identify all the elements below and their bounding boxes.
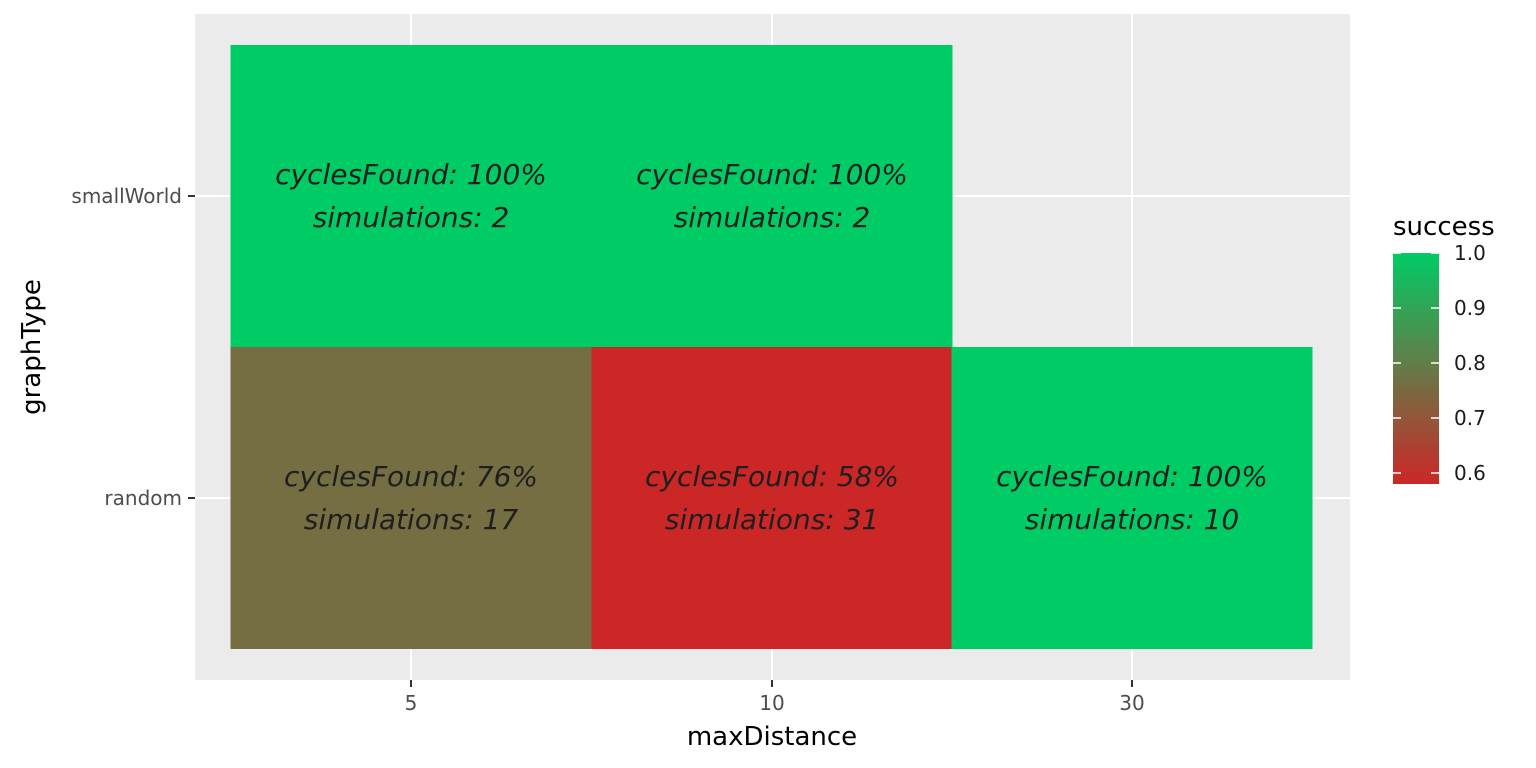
x-axis-title: maxDistance xyxy=(687,722,857,752)
legend-tick-label: 1.0 xyxy=(1454,241,1486,265)
y-axis-title: graphType xyxy=(17,279,47,415)
heatmap-cell-random-5 xyxy=(230,347,592,649)
legend-tick-label: 0.6 xyxy=(1454,461,1486,485)
cell-label-random-10: cyclesFound: 58% simulations: 31 xyxy=(645,460,899,536)
y-axis: random smallWorld xyxy=(71,184,195,510)
legend-tick-label: 0.8 xyxy=(1454,351,1486,375)
cell-label-line: simulations: 2 xyxy=(313,201,510,234)
legend-title: success xyxy=(1393,212,1495,242)
x-tick-label: 30 xyxy=(1119,691,1144,715)
cell-label-line: simulations: 31 xyxy=(665,503,880,536)
x-tick-label: 5 xyxy=(405,691,418,715)
cell-label-line: cyclesFound: 58% xyxy=(645,460,899,493)
cell-label-smallWorld-10: cyclesFound: 100% simulations: 2 xyxy=(636,158,908,234)
cell-label-line: simulations: 17 xyxy=(304,503,519,536)
cell-label-line: cyclesFound: 100% xyxy=(636,158,908,191)
heatmap-cell-smallWorld-10 xyxy=(591,45,953,347)
heatmap-cell-smallWorld-5 xyxy=(230,45,592,347)
heatmap-cell-random-30 xyxy=(951,347,1313,649)
cell-label-line: cyclesFound: 76% xyxy=(284,460,538,493)
x-axis: 5 10 30 xyxy=(405,680,1145,715)
x-tick-label: 10 xyxy=(759,691,784,715)
heatmap-cell-random-10 xyxy=(591,347,953,649)
heatmap-cells xyxy=(230,45,1313,649)
legend-colorbar xyxy=(1393,253,1439,484)
cell-label-smallWorld-5: cyclesFound: 100% simulations: 2 xyxy=(275,158,547,234)
y-tick-label: random xyxy=(104,486,182,510)
cell-label-line: cyclesFound: 100% xyxy=(275,158,547,191)
legend-tick-label: 0.9 xyxy=(1454,296,1486,320)
cell-label-line: simulations: 10 xyxy=(1025,503,1240,536)
cell-label-random-30: cyclesFound: 100% simulations: 10 xyxy=(996,460,1268,536)
cell-labels: cyclesFound: 100% simulations: 2cyclesFou… xyxy=(275,158,1268,536)
legend: success 1.0 0.9 0.8 0.7 0.6 xyxy=(1393,212,1495,485)
legend-tick-label: 0.7 xyxy=(1454,406,1486,430)
y-tick-label: smallWorld xyxy=(71,184,182,208)
cell-label-random-5: cyclesFound: 76% simulations: 17 xyxy=(284,460,538,536)
cell-label-line: simulations: 2 xyxy=(674,201,871,234)
cell-label-line: cyclesFound: 100% xyxy=(996,460,1268,493)
legend-ticks: 1.0 0.9 0.8 0.7 0.6 xyxy=(1393,241,1486,485)
